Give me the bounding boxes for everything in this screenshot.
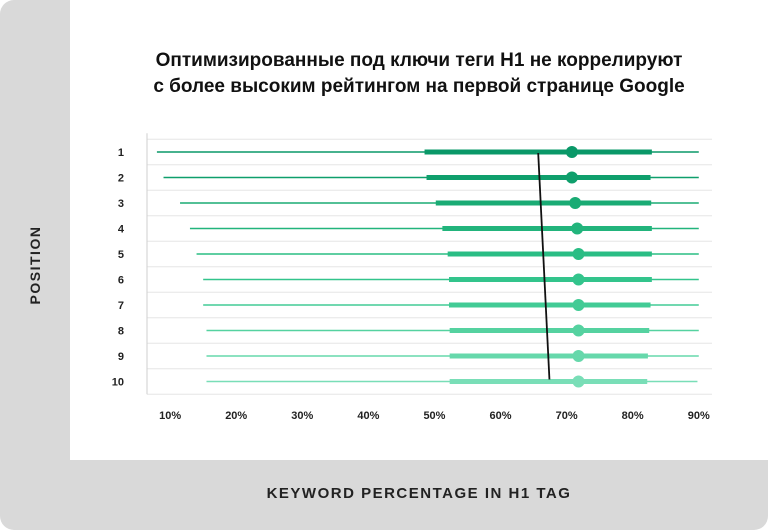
y-tick-label: 9 <box>118 351 124 363</box>
y-tick-label: 8 <box>118 326 124 338</box>
x-axis-label: KEYWORD PERCENTAGE IN H1 TAG <box>266 485 572 502</box>
y-tick-label: 6 <box>118 275 124 287</box>
median-point <box>572 375 585 388</box>
y-tick-label: 3 <box>118 198 124 210</box>
median-point <box>565 146 578 158</box>
median-point <box>572 248 585 260</box>
y-tick-label: 4 <box>118 224 125 236</box>
chart-title-line-1: Оптимизированные под ключи теги H1 не ко… <box>155 50 683 71</box>
x-tick-label: 80% <box>622 410 644 422</box>
median-point <box>569 197 582 209</box>
y-tick-label: 1 <box>118 147 124 159</box>
y-tick-label: 10 <box>112 377 124 389</box>
x-axis-label-band: KEYWORD PERCENTAGE IN H1 TAG <box>70 460 768 530</box>
x-tick-label: 40% <box>357 410 379 422</box>
x-tick-label: 20% <box>225 410 247 422</box>
trend-line <box>537 152 551 380</box>
x-tick-label: 50% <box>423 410 445 422</box>
x-tick-label: 90% <box>688 410 710 422</box>
y-axis-label-band: POSITION <box>0 0 70 530</box>
median-point <box>572 350 585 362</box>
y-tick-label: 5 <box>118 249 124 261</box>
x-tick-label: 10% <box>159 410 181 422</box>
x-tick-label: 60% <box>490 410 512 422</box>
median-point <box>572 273 585 286</box>
chart-title-line-2: с более высоким рейтингом на первой стра… <box>153 76 685 97</box>
chart-title: Оптимизированные под ключи теги H1 не ко… <box>70 48 768 100</box>
median-point <box>565 171 578 184</box>
median-point <box>572 324 585 337</box>
y-tick-label: 2 <box>118 173 124 185</box>
median-point <box>571 222 584 235</box>
y-tick-label: 7 <box>118 300 124 312</box>
x-tick-label: 30% <box>291 410 313 422</box>
median-point <box>572 299 585 311</box>
x-tick-label: 70% <box>556 410 578 422</box>
